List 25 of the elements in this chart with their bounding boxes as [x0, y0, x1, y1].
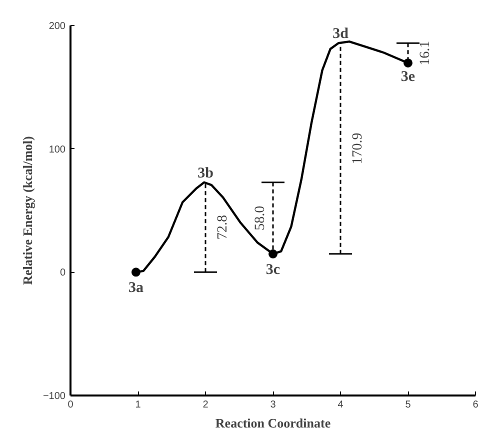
y-tick-label: 200 [48, 21, 66, 32]
y-tick-label: 100 [48, 144, 66, 156]
x-tick-label: 4 [338, 400, 344, 410]
annotation: 3a [128, 280, 144, 296]
y-axis-title: Relative Energy (kcal/mol) [20, 136, 35, 285]
annotation: 3c [266, 262, 280, 278]
x-tick-label: 6 [472, 400, 479, 410]
y-tick-label: −100 [42, 391, 66, 402]
annotation: 72.8 [216, 215, 230, 240]
annotation: 3d [332, 26, 350, 42]
point [131, 268, 140, 277]
annotation: 58.0 [253, 206, 268, 230]
x-tick-label: 5 [405, 400, 412, 410]
annotation: 170.9 [350, 132, 366, 164]
point [404, 58, 412, 68]
annotation: 16.1 [418, 40, 433, 66]
point [268, 249, 278, 258]
x-tick-label: 1 [135, 400, 142, 410]
x-tick-label: 2 [202, 400, 209, 410]
x-tick-label: 0 [68, 400, 74, 410]
annotation: 3e [400, 68, 416, 85]
y-tick-label: 0 [60, 268, 66, 279]
annotation: 3b [198, 165, 214, 182]
x-tick-label: 3 [270, 400, 276, 410]
x-axis-title: Reaction Coordinate [215, 416, 331, 430]
